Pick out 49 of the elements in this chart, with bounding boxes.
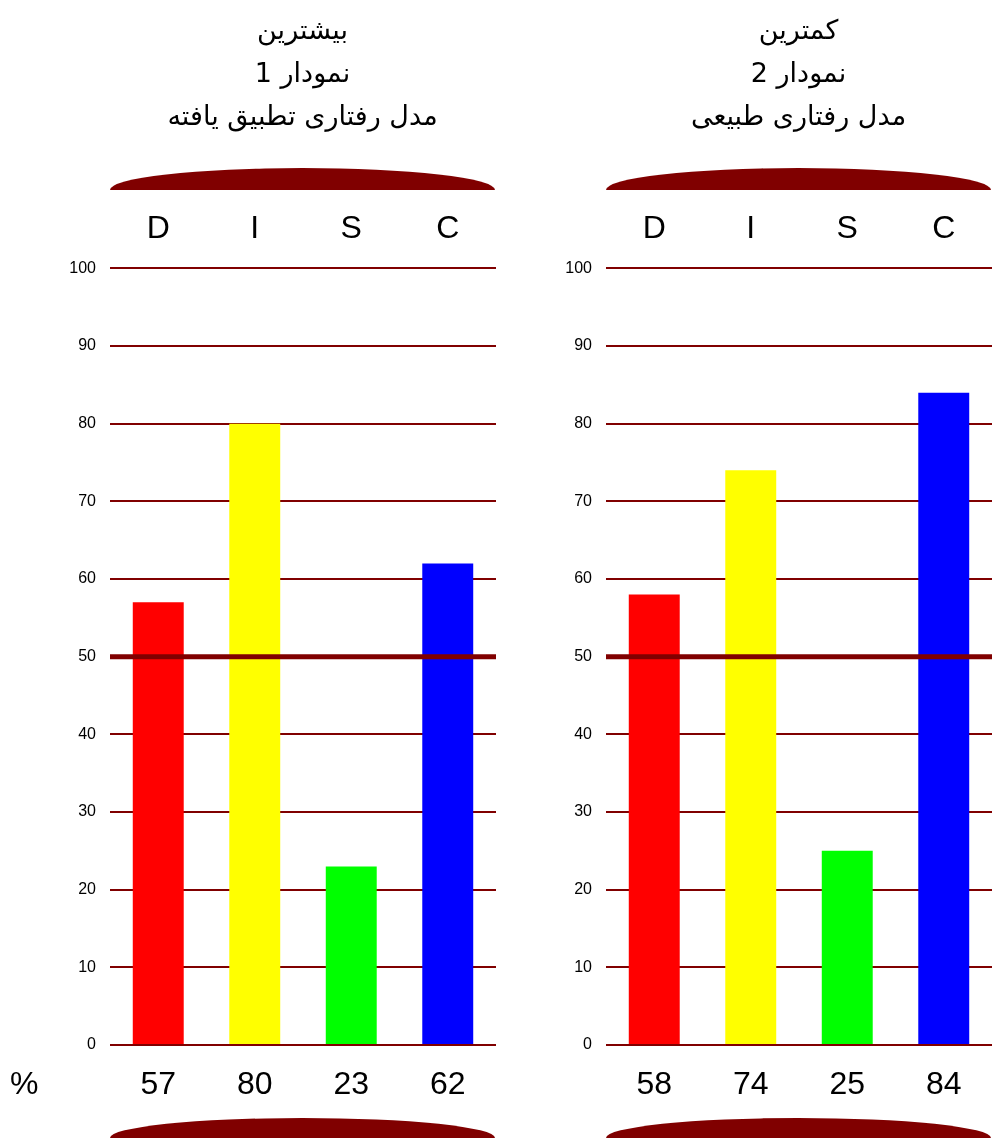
y-tick-label: 30 [78,802,97,820]
y-tick-label: 0 [87,1035,97,1053]
chart-title: بیشترین نمودار 1 مدل رفتاری تطبیق یافته [166,13,439,134]
data-label: 84 [925,1064,962,1101]
chart-title: کمترین نمودار 2 مدل رفتاری طبیعی [689,13,908,134]
x-tick-label: C [932,209,956,246]
text: % [10,1064,39,1101]
bar [229,423,281,1044]
data-label: 80 [236,1064,273,1101]
data-label: 25 [829,1064,866,1101]
y-tick-label: 20 [78,880,97,898]
y-tick-label: 100 [565,258,593,276]
bar [325,866,377,1044]
x-tick-label: S [340,209,362,246]
y-tick-label: 100 [69,258,97,276]
y-tick-label: 20 [574,880,593,898]
data-label: 62 [429,1064,466,1101]
y-tick-label: 50 [574,647,593,665]
x-tick-label: I [746,209,756,246]
x-tick-label: I [250,209,260,246]
x-tick-label: D [642,209,666,246]
y-tick-label: 30 [574,802,593,820]
x-tick-label: D [146,209,170,246]
y-tick-label: 50 [78,647,97,665]
bar [821,850,873,1044]
bar [422,563,474,1044]
bar [132,602,184,1044]
y-tick-label: 70 [78,491,97,509]
bar [628,594,680,1044]
bar [918,392,970,1044]
y-tick-label: 10 [78,957,97,975]
y-tick-label: 10 [574,957,593,975]
y-tick-label: 90 [574,336,593,354]
data-label: 57 [140,1064,177,1101]
data-label: 23 [333,1064,370,1101]
bar [725,470,777,1044]
y-tick-label: 40 [78,724,97,742]
x-tick-label: C [436,209,460,246]
y-tick-label: 90 [78,336,97,354]
y-tick-label: 80 [78,414,97,432]
data-label: 74 [732,1064,769,1101]
y-tick-label: 0 [583,1035,593,1053]
x-tick-label: S [836,209,858,246]
y-tick-label: 70 [574,491,593,509]
data-label: 58 [636,1064,673,1101]
y-tick-label: 60 [574,569,593,587]
y-tick-label: 60 [78,569,97,587]
y-tick-label: 80 [574,414,593,432]
y-tick-label: 40 [574,724,593,742]
